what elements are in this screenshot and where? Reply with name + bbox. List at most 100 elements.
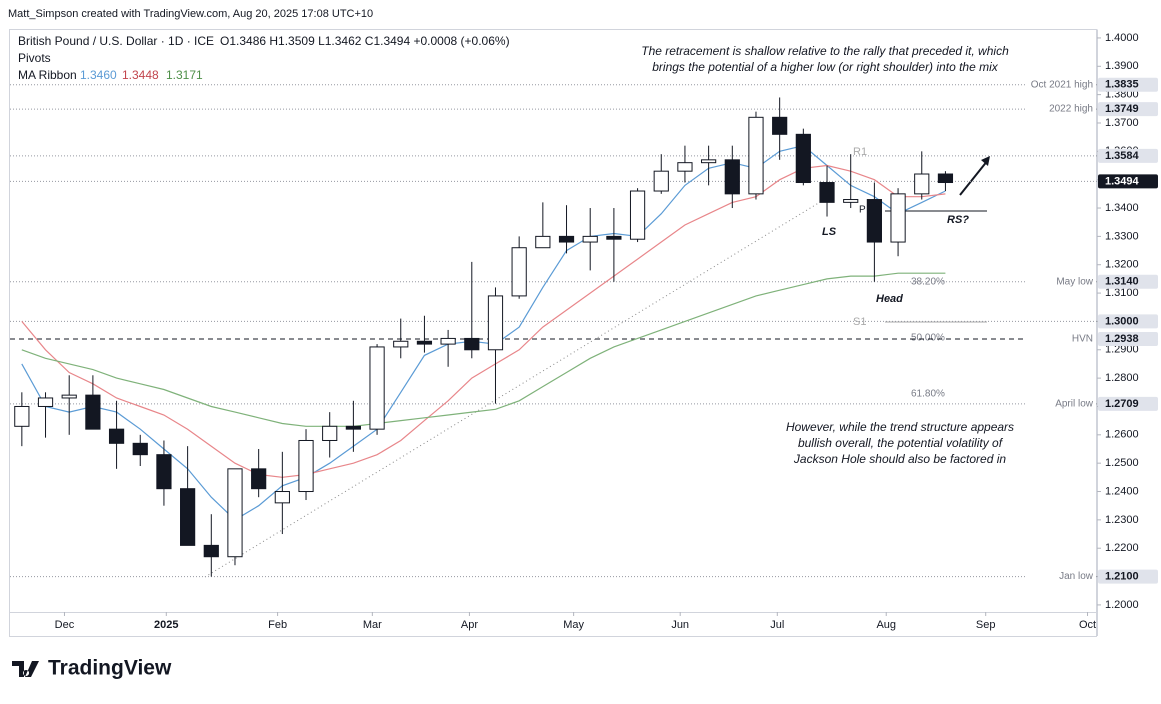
candle-body: [108, 428, 125, 444]
note: However, while the trend structure appea…: [786, 420, 1014, 434]
ohlc: O1.3486 H1.3509 L1.3462 C1.3494 +0.0008 …: [220, 34, 510, 48]
candle-body: [203, 544, 219, 558]
x-tick-label: Dec: [55, 619, 75, 631]
candle-body: [914, 173, 930, 195]
candle-body: [724, 159, 740, 195]
y-tick-label: 1.2000: [1105, 599, 1139, 611]
symbol: British Pound / U.S. Dollar · 1D · ICE: [18, 34, 214, 48]
fib-label: 50.00%: [911, 333, 945, 344]
x-tick-label: May: [563, 619, 584, 631]
candle-body: [582, 235, 598, 243]
candle-body: [795, 133, 811, 184]
price-tag-label: 1.3494: [1105, 175, 1140, 187]
candle-body: [606, 235, 622, 240]
level-name-bg: [1027, 102, 1095, 117]
y-tick-label: 1.2200: [1105, 542, 1139, 554]
candle-body: [298, 439, 314, 493]
candle-body: [487, 295, 504, 351]
y-tick-label: 1.3300: [1105, 230, 1139, 242]
candle-body: [819, 182, 835, 203]
p-label: P: [859, 205, 866, 216]
price-tag: [1098, 77, 1158, 92]
price-tag: [1098, 332, 1158, 347]
logo-mark: [12, 661, 39, 677]
y-tick-label: 1.2800: [1105, 372, 1139, 384]
level-name: 2022 high: [1049, 104, 1093, 115]
candle-body: [653, 170, 669, 192]
y-tick-label: 1.3700: [1105, 117, 1139, 129]
candle-body: [37, 397, 54, 407]
candle-body: [180, 488, 196, 546]
candle-body: [558, 235, 575, 243]
x-tick-label: Oct: [1079, 619, 1096, 631]
price-tag-label: 1.2938: [1105, 333, 1139, 345]
level-name-bg: [1027, 332, 1095, 347]
price-tag-label: 1.3835: [1105, 79, 1139, 91]
y-tick-label: 1.2400: [1105, 485, 1139, 497]
price-tag-label: 1.3000: [1105, 315, 1139, 327]
candle-body: [156, 454, 172, 490]
ma-value: 1.3448: [122, 68, 159, 82]
candle-body: [393, 340, 409, 348]
ma-line: [21, 145, 946, 521]
price-tag: [1098, 569, 1158, 584]
candle-body: [227, 468, 243, 558]
x-tick-label: Mar: [363, 619, 382, 631]
level-name-bg: [1027, 569, 1095, 584]
price-tag-label: 1.3749: [1105, 103, 1139, 115]
y-tick-label: 1.3400: [1105, 202, 1139, 214]
brand: TradingView: [48, 657, 172, 680]
candle-body: [772, 116, 788, 135]
x-tick-label: Jun: [671, 619, 689, 631]
y-tick-label: 1.2500: [1105, 457, 1139, 469]
ma-line: [21, 272, 946, 427]
head-label: Head: [876, 293, 903, 305]
candle-body: [535, 235, 551, 249]
ma-label: MA Ribbon: [18, 68, 77, 82]
y-tick-label: 1.3200: [1105, 259, 1139, 271]
candle-body: [937, 173, 954, 184]
y-tick-label: 1.2300: [1105, 514, 1139, 526]
pivots-label: Pivots: [18, 51, 51, 65]
arrow: [959, 159, 989, 196]
note: Jackson Hole should also be factored in: [793, 452, 1006, 466]
x-tick-label: 2025: [154, 619, 178, 631]
candle-body: [369, 346, 385, 430]
y-tick-label: 1.3900: [1105, 60, 1139, 72]
level-name: Jan low: [1059, 571, 1094, 582]
price-tag-label: 1.3140: [1105, 276, 1139, 288]
candle-body: [132, 442, 148, 456]
ls-label: LS: [822, 226, 837, 238]
r1-label: R1: [853, 146, 867, 158]
arrow-head: [981, 156, 990, 166]
candle-body: [251, 468, 267, 490]
note: brings the potential of a higher low (or…: [652, 60, 999, 74]
chart-frame: [9, 29, 1097, 637]
level-name-bg: [1027, 396, 1095, 411]
x-tick-label: Apr: [461, 619, 478, 631]
rs-label: RS?: [947, 214, 969, 226]
level-name-bg: [1027, 77, 1095, 92]
price-tag-label: 1.2100: [1105, 570, 1139, 582]
level-name: HVN: [1072, 334, 1093, 345]
candle-body: [61, 394, 77, 399]
price-tag: [1098, 174, 1158, 189]
price-tag: [1098, 274, 1158, 289]
credit: Matt_Simpson created with TradingView.co…: [8, 8, 373, 20]
y-tick-label: 1.4000: [1105, 32, 1139, 44]
price-tag-label: 1.3584: [1105, 150, 1140, 162]
candle-body: [890, 193, 906, 243]
candle-body: [701, 159, 717, 164]
ma-value: 1.3171: [166, 68, 203, 82]
candle-body: [345, 425, 361, 430]
candle-body: [440, 337, 456, 345]
candle-body: [677, 162, 693, 172]
candle-body: [464, 337, 480, 351]
level-name: May low: [1056, 276, 1093, 287]
ma-line: [21, 164, 946, 478]
candle-body: [866, 199, 882, 243]
note: The retracement is shallow relative to t…: [641, 44, 1009, 58]
logo: TradingView: [12, 657, 172, 680]
